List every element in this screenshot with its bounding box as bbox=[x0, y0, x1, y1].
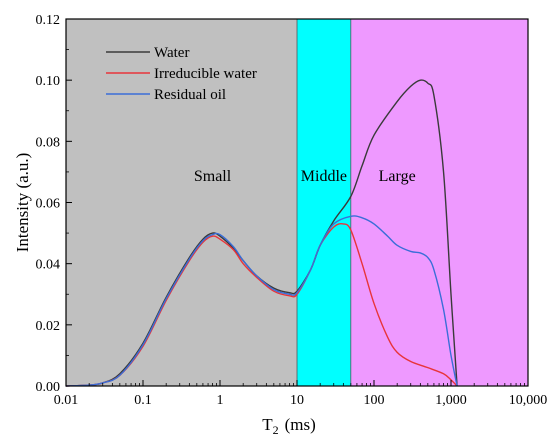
x-tick-label: 1 bbox=[217, 393, 224, 408]
region-label-large: Large bbox=[379, 168, 416, 185]
region-layer bbox=[66, 19, 528, 386]
region-large bbox=[350, 19, 528, 386]
x-axis-title-subscript: 2 bbox=[273, 423, 279, 437]
legend-label: Irreducible water bbox=[154, 66, 257, 82]
region-labels: Small Middle Large bbox=[194, 168, 416, 185]
x-axis: 0.01 0.1 1 10 100 1,000 10,000 bbox=[54, 380, 548, 408]
y-tick-label: 0.10 bbox=[36, 74, 61, 89]
y-tick-label: 0.12 bbox=[36, 13, 61, 28]
x-axis-title-unit: (ms) bbox=[285, 415, 316, 434]
legend: Water Irreducible water Residual oil bbox=[106, 45, 257, 103]
legend-label: Residual oil bbox=[154, 87, 226, 103]
x-tick-label: 10 bbox=[290, 393, 304, 408]
region-label-small: Small bbox=[194, 168, 232, 185]
region-label-middle: Middle bbox=[301, 168, 347, 185]
y-axis: 0.00 0.02 0.04 0.06 0.08 0.10 0.12 bbox=[36, 13, 72, 395]
x-tick-label: 0.1 bbox=[134, 393, 152, 408]
y-tick-label: 0.04 bbox=[36, 258, 61, 273]
series-irreducible-water bbox=[65, 222, 458, 387]
x-tick-label: 0.01 bbox=[54, 393, 79, 408]
legend-label: Water bbox=[154, 45, 189, 61]
x-axis-title: T2 (ms) bbox=[262, 415, 316, 437]
y-tick-label: 0.00 bbox=[36, 380, 61, 395]
x-tick-label: 1,000 bbox=[435, 393, 467, 408]
x-tick-label: 10,000 bbox=[509, 393, 548, 408]
y-tick-label: 0.08 bbox=[36, 135, 61, 150]
x-tick-label: 100 bbox=[364, 393, 385, 408]
region-small bbox=[66, 19, 297, 386]
y-axis-title: Intensity (a.u.) bbox=[13, 153, 32, 253]
y-tick-label: 0.02 bbox=[36, 319, 61, 334]
series-residual-oil bbox=[65, 215, 458, 387]
series-water bbox=[65, 79, 458, 387]
region-middle bbox=[297, 19, 351, 386]
y-tick-label: 0.06 bbox=[36, 197, 61, 212]
series-layer bbox=[65, 79, 458, 387]
x-axis-title-main: T bbox=[262, 415, 273, 434]
